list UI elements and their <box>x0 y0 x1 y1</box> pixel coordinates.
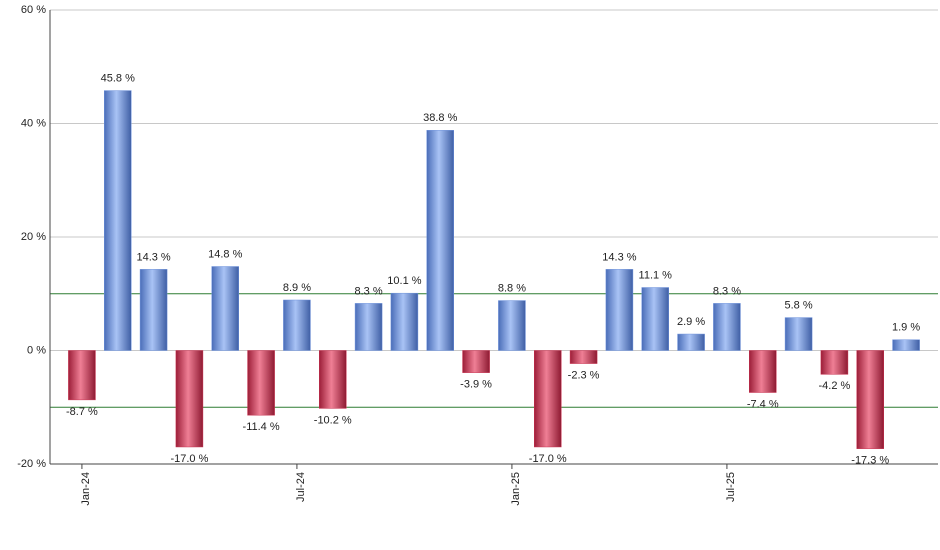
bar <box>605 269 634 351</box>
bar <box>569 350 598 364</box>
value-label: 45.8 % <box>101 72 135 84</box>
bar <box>784 317 813 351</box>
y-tick-label: 60 % <box>21 4 46 16</box>
bar <box>283 299 311 351</box>
x-tick-label: Jan-25 <box>510 472 522 506</box>
x-tick-label: Jul-25 <box>725 472 737 502</box>
y-tick-label: -20 % <box>17 458 46 470</box>
value-label: 14.3 % <box>136 251 170 263</box>
bar <box>426 130 454 351</box>
bar <box>139 269 168 351</box>
value-label: 8.3 % <box>355 285 383 297</box>
bar <box>749 350 777 393</box>
value-label: -8.7 % <box>66 406 98 418</box>
value-label: 1.9 % <box>892 322 920 334</box>
value-label: 8.8 % <box>498 282 526 294</box>
value-label: 5.8 % <box>785 299 813 311</box>
x-tick-label: Jul-24 <box>295 472 307 502</box>
bar <box>390 292 419 351</box>
value-label: -11.4 % <box>243 421 280 433</box>
value-label: 14.8 % <box>208 248 242 260</box>
bar <box>677 333 705 351</box>
value-label: -7.4 % <box>747 398 779 410</box>
value-label: 38.8 % <box>423 112 457 124</box>
value-label: 8.9 % <box>283 282 311 294</box>
bar <box>498 300 526 351</box>
value-label: 14.3 % <box>602 251 636 263</box>
bar <box>534 350 562 448</box>
value-label: -17.3 % <box>851 455 889 467</box>
y-tick-label: 20 % <box>21 231 46 243</box>
bar <box>68 350 96 401</box>
y-tick-label: 0 % <box>27 344 46 356</box>
bar <box>354 303 383 351</box>
value-label: -10.2 % <box>314 414 352 426</box>
value-label: 11.1 % <box>639 269 673 281</box>
value-label: -4.2 % <box>819 380 851 392</box>
bar <box>856 350 884 449</box>
value-label: -17.0 % <box>170 453 208 465</box>
value-label: -17.0 % <box>529 453 567 465</box>
value-label: 10.1 % <box>387 275 421 287</box>
bar <box>247 350 275 416</box>
bar <box>211 266 239 351</box>
x-tick-label: Jan-24 <box>80 472 92 506</box>
y-tick-label: 40 % <box>21 117 46 129</box>
bar <box>175 350 204 448</box>
value-label: 8.3 % <box>713 285 741 297</box>
value-label: 2.9 % <box>677 316 705 328</box>
bar <box>892 339 920 351</box>
bar <box>820 350 849 375</box>
bar <box>641 287 669 351</box>
bar <box>104 90 132 351</box>
value-label: -3.9 % <box>460 379 492 391</box>
bar <box>462 350 490 373</box>
value-label: -2.3 % <box>568 369 600 381</box>
bar <box>713 303 741 351</box>
bar <box>319 350 347 409</box>
